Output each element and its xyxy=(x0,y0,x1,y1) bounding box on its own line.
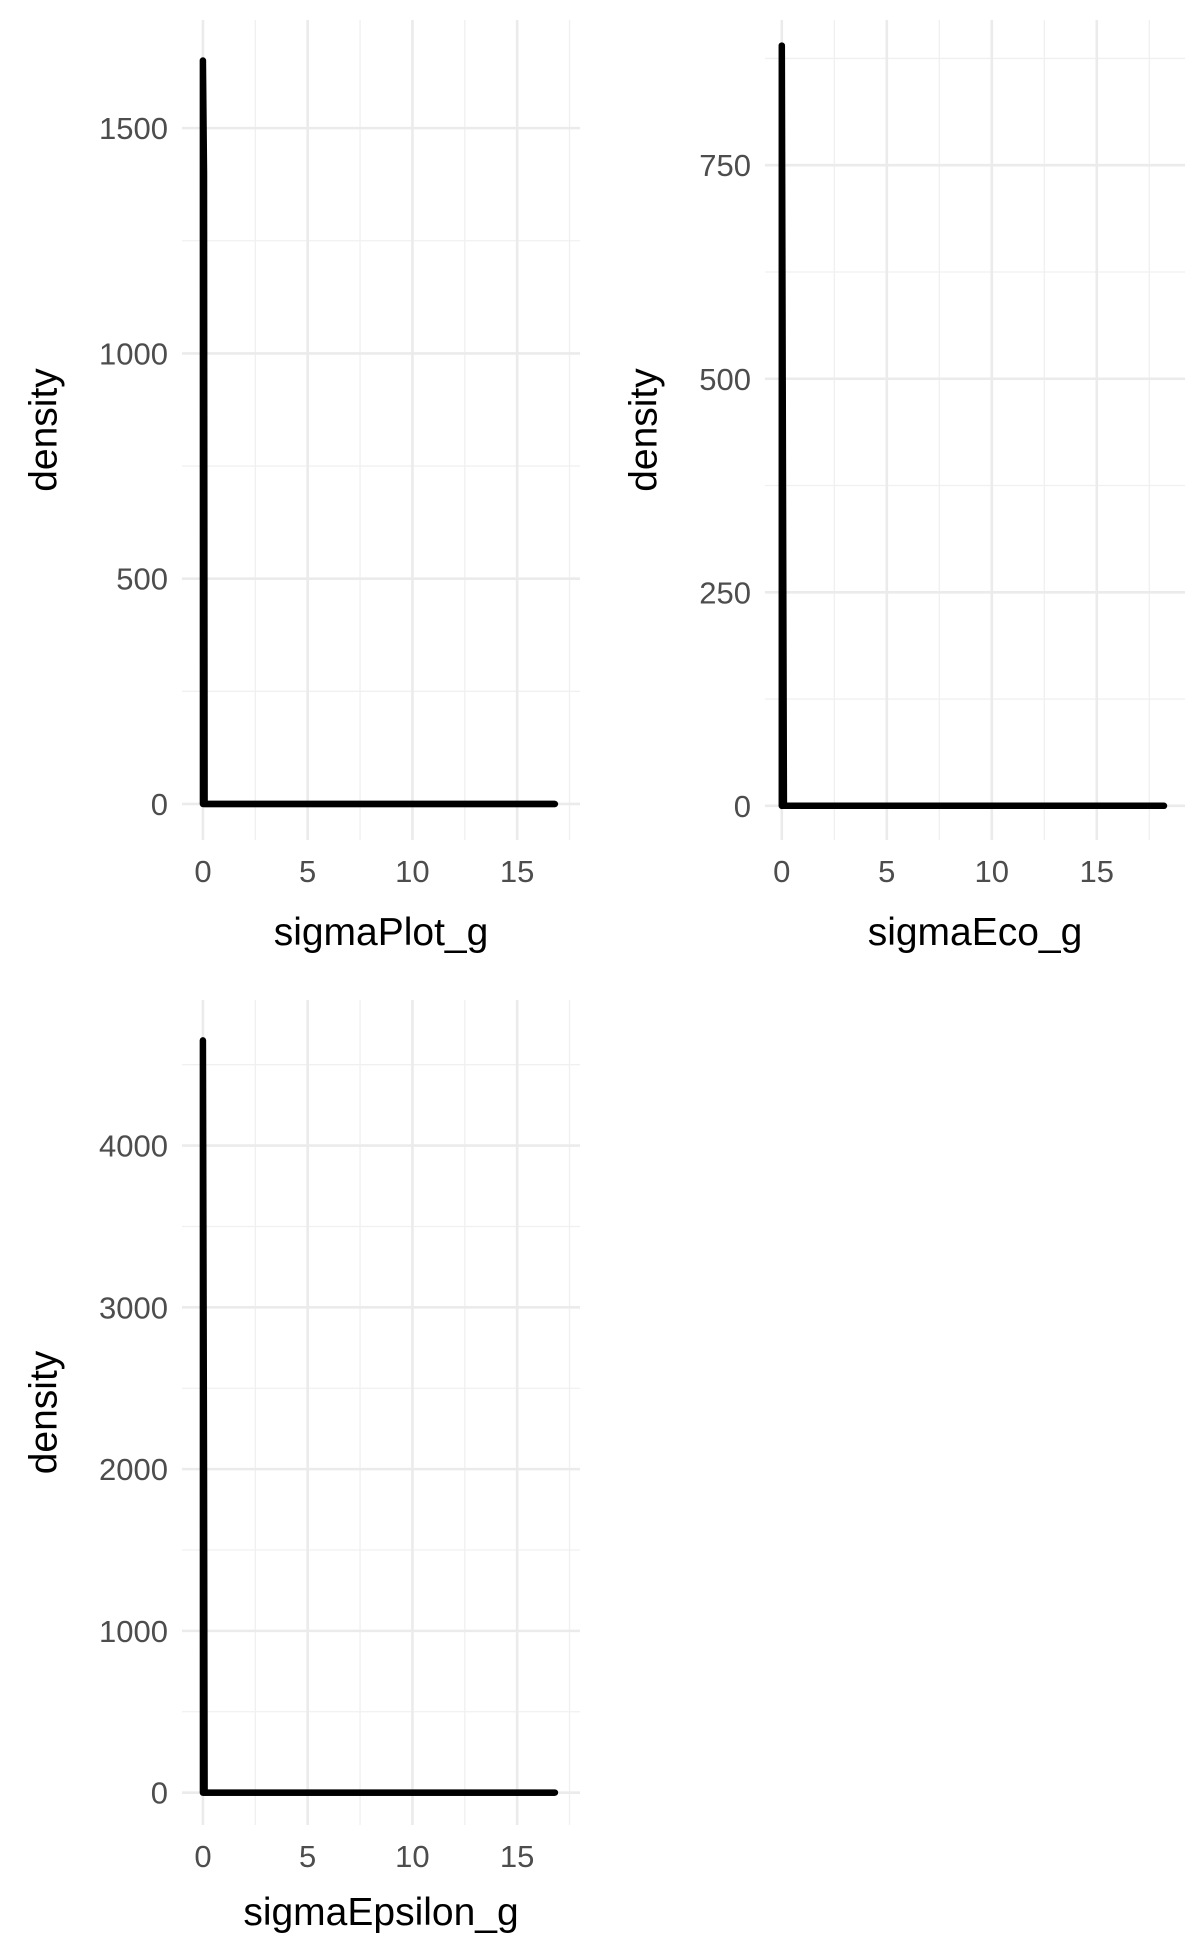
x-axis-title: sigmaEpsilon_g xyxy=(243,1891,518,1934)
y-tick-label: 0 xyxy=(151,787,168,822)
density-curve xyxy=(199,57,559,808)
y-tick-label: 750 xyxy=(699,148,751,183)
panel-sigmaeco: 0 5 10 15 0 250 500 750 sigmaEco_g density xyxy=(622,20,1185,954)
y-tick-label: 250 xyxy=(699,575,751,610)
panel-sigmaplot: 0 5 10 15 0 500 1000 1500 sigmaPlot_g density xyxy=(22,20,580,954)
x-axis-title: sigmaPlot_g xyxy=(274,911,489,954)
y-axis-title: density xyxy=(622,368,665,492)
x-tick-label: 10 xyxy=(975,854,1009,889)
x-tick-label: 0 xyxy=(194,1839,211,1874)
y-tick-label: 500 xyxy=(116,562,168,597)
y-tick-label: 1000 xyxy=(99,336,168,371)
x-tick-label: 15 xyxy=(500,854,534,889)
y-tick-label: 3000 xyxy=(99,1290,168,1325)
x-tick-label: 5 xyxy=(299,854,316,889)
density-curve xyxy=(778,42,1168,810)
y-tick-label: 0 xyxy=(734,789,751,824)
x-axis-title: sigmaEco_g xyxy=(868,911,1083,954)
x-tick-label: 0 xyxy=(773,854,790,889)
y-tick-label: 1000 xyxy=(99,1614,168,1649)
panel-sigmaepsilon: 0 5 10 15 0 1000 2000 3000 4000 sigmaEpsilon_g den… xyxy=(22,1000,580,1934)
y-tick-label: 2000 xyxy=(99,1452,168,1487)
y-tick-label: 4000 xyxy=(99,1129,168,1164)
density-curve xyxy=(199,1037,559,1796)
x-tick-label: 15 xyxy=(1080,854,1114,889)
x-tick-label: 5 xyxy=(299,1839,316,1874)
y-axis-title: density xyxy=(22,1350,65,1474)
y-tick-label: 0 xyxy=(151,1776,168,1811)
x-tick-label: 0 xyxy=(194,854,211,889)
y-tick-label: 1500 xyxy=(99,111,168,146)
x-tick-label: 10 xyxy=(395,854,429,889)
x-tick-label: 10 xyxy=(395,1839,429,1874)
y-tick-label: 500 xyxy=(699,362,751,397)
y-axis-title: density xyxy=(22,368,65,492)
x-tick-label: 5 xyxy=(878,854,895,889)
x-tick-label: 15 xyxy=(500,1839,534,1874)
